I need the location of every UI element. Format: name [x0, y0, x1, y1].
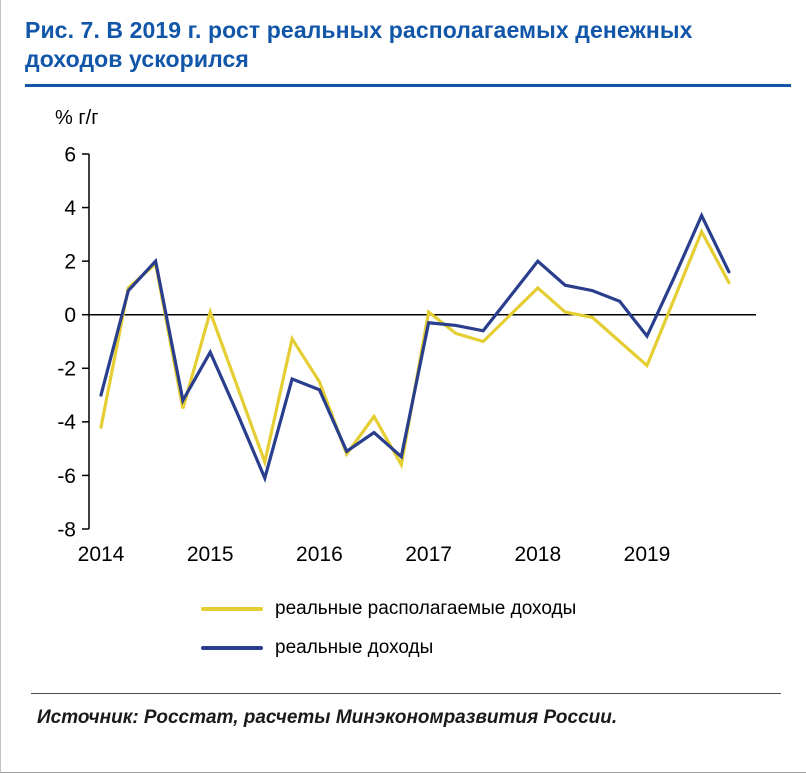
- figure-title: Рис. 7. В 2019 г. рост реальных располаг…: [25, 17, 693, 73]
- svg-text:2015: 2015: [187, 543, 234, 566]
- yellow-line-swatch: [201, 606, 263, 611]
- chart-legend: реальные располагаемые доходы реальные д…: [201, 598, 806, 659]
- svg-text:0: 0: [64, 304, 76, 327]
- svg-text:2016: 2016: [296, 543, 343, 566]
- svg-text:-4: -4: [57, 411, 76, 434]
- y-axis-unit-label: % г/г: [55, 106, 99, 129]
- legend-item-real-incomes: реальные доходы: [201, 637, 806, 659]
- svg-text:2019: 2019: [624, 543, 671, 566]
- title-underline-rule: [25, 83, 791, 87]
- svg-text:2017: 2017: [405, 543, 452, 566]
- legend-item-real-disposable-incomes: реальные располагаемые доходы: [201, 598, 806, 620]
- figure-header: Рис. 7. В 2019 г. рост реальных располаг…: [1, 0, 806, 87]
- svg-text:2014: 2014: [78, 543, 125, 566]
- chart-area: 6 4 2 0 -2 -4 -6 -8 2014 2015 2016 2017 2018 2019: [1, 132, 806, 572]
- svg-text:-8: -8: [57, 518, 76, 541]
- svg-text:-2: -2: [57, 358, 76, 381]
- svg-text:4: 4: [64, 197, 76, 220]
- source-text: Источник: Росстат, расчеты Минэкономразв…: [37, 706, 618, 728]
- svg-text:6: 6: [64, 143, 76, 166]
- legend-label: реальные располагаемые доходы: [275, 597, 577, 619]
- navy-line-swatch: [201, 645, 263, 650]
- svg-text:2: 2: [64, 250, 76, 273]
- legend-label: реальные доходы: [275, 636, 434, 658]
- svg-text:2018: 2018: [514, 543, 561, 566]
- svg-text:-6: -6: [57, 465, 76, 488]
- source-divider: [31, 692, 781, 694]
